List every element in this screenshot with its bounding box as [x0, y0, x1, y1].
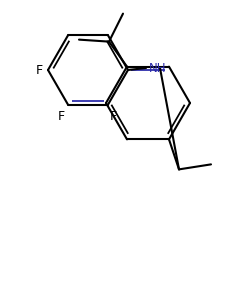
Text: NH: NH [148, 62, 166, 75]
Text: F: F [109, 110, 117, 123]
Text: F: F [58, 110, 65, 123]
Text: F: F [36, 63, 43, 77]
